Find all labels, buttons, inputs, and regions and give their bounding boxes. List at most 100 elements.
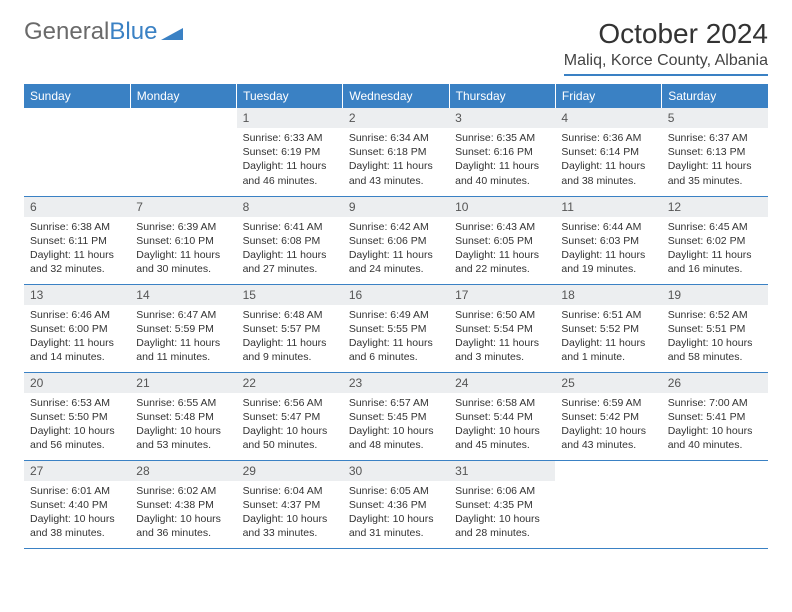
day-data: Sunrise: 6:39 AMSunset: 6:10 PMDaylight:… bbox=[130, 217, 236, 280]
day-number: 31 bbox=[449, 461, 555, 481]
day-number: 9 bbox=[343, 197, 449, 217]
weekday-header: Sunday bbox=[24, 84, 130, 108]
calendar-day-cell: 27Sunrise: 6:01 AMSunset: 4:40 PMDayligh… bbox=[24, 460, 130, 548]
calendar-day-cell: 31Sunrise: 6:06 AMSunset: 4:35 PMDayligh… bbox=[449, 460, 555, 548]
day-number: 26 bbox=[662, 373, 768, 393]
day-data: Sunrise: 6:43 AMSunset: 6:05 PMDaylight:… bbox=[449, 217, 555, 280]
weekday-header: Thursday bbox=[449, 84, 555, 108]
calendar-day-cell: 25Sunrise: 6:59 AMSunset: 5:42 PMDayligh… bbox=[555, 372, 661, 460]
weekday-header: Wednesday bbox=[343, 84, 449, 108]
calendar-day-cell: 17Sunrise: 6:50 AMSunset: 5:54 PMDayligh… bbox=[449, 284, 555, 372]
calendar-week-row: 13Sunrise: 6:46 AMSunset: 6:00 PMDayligh… bbox=[24, 284, 768, 372]
day-data: Sunrise: 6:33 AMSunset: 6:19 PMDaylight:… bbox=[237, 128, 343, 191]
calendar-body: ..1Sunrise: 6:33 AMSunset: 6:19 PMDaylig… bbox=[24, 108, 768, 548]
day-number: 28 bbox=[130, 461, 236, 481]
day-number: 15 bbox=[237, 285, 343, 305]
calendar-day-cell: . bbox=[24, 108, 130, 196]
day-number: 7 bbox=[130, 197, 236, 217]
day-data: Sunrise: 6:37 AMSunset: 6:13 PMDaylight:… bbox=[662, 128, 768, 191]
day-data: Sunrise: 7:00 AMSunset: 5:41 PMDaylight:… bbox=[662, 393, 768, 456]
day-number: 29 bbox=[237, 461, 343, 481]
day-data: Sunrise: 6:35 AMSunset: 6:16 PMDaylight:… bbox=[449, 128, 555, 191]
weekday-header-row: SundayMondayTuesdayWednesdayThursdayFrid… bbox=[24, 84, 768, 108]
calendar-day-cell: . bbox=[662, 460, 768, 548]
day-number: 24 bbox=[449, 373, 555, 393]
calendar-week-row: 27Sunrise: 6:01 AMSunset: 4:40 PMDayligh… bbox=[24, 460, 768, 548]
day-number: 22 bbox=[237, 373, 343, 393]
logo-text-gray: General bbox=[24, 18, 109, 46]
day-data: Sunrise: 6:48 AMSunset: 5:57 PMDaylight:… bbox=[237, 305, 343, 368]
day-number: 14 bbox=[130, 285, 236, 305]
day-number: 18 bbox=[555, 285, 661, 305]
day-number: 3 bbox=[449, 108, 555, 128]
calendar-day-cell: 15Sunrise: 6:48 AMSunset: 5:57 PMDayligh… bbox=[237, 284, 343, 372]
calendar-day-cell: 12Sunrise: 6:45 AMSunset: 6:02 PMDayligh… bbox=[662, 196, 768, 284]
day-data: Sunrise: 6:36 AMSunset: 6:14 PMDaylight:… bbox=[555, 128, 661, 191]
day-data: Sunrise: 6:52 AMSunset: 5:51 PMDaylight:… bbox=[662, 305, 768, 368]
logo: GeneralBlue bbox=[24, 18, 183, 46]
calendar-day-cell: 3Sunrise: 6:35 AMSunset: 6:16 PMDaylight… bbox=[449, 108, 555, 196]
calendar-day-cell: 28Sunrise: 6:02 AMSunset: 4:38 PMDayligh… bbox=[130, 460, 236, 548]
day-number: 8 bbox=[237, 197, 343, 217]
day-data: Sunrise: 6:47 AMSunset: 5:59 PMDaylight:… bbox=[130, 305, 236, 368]
day-number: 19 bbox=[662, 285, 768, 305]
day-number: 10 bbox=[449, 197, 555, 217]
logo-text-blue: Blue bbox=[109, 18, 157, 46]
day-data: Sunrise: 6:45 AMSunset: 6:02 PMDaylight:… bbox=[662, 217, 768, 280]
day-data: Sunrise: 6:59 AMSunset: 5:42 PMDaylight:… bbox=[555, 393, 661, 456]
calendar-day-cell: 8Sunrise: 6:41 AMSunset: 6:08 PMDaylight… bbox=[237, 196, 343, 284]
day-number: 25 bbox=[555, 373, 661, 393]
day-data: Sunrise: 6:05 AMSunset: 4:36 PMDaylight:… bbox=[343, 481, 449, 544]
day-data: Sunrise: 6:53 AMSunset: 5:50 PMDaylight:… bbox=[24, 393, 130, 456]
calendar-day-cell: . bbox=[130, 108, 236, 196]
calendar-day-cell: 29Sunrise: 6:04 AMSunset: 4:37 PMDayligh… bbox=[237, 460, 343, 548]
calendar-day-cell: 21Sunrise: 6:55 AMSunset: 5:48 PMDayligh… bbox=[130, 372, 236, 460]
day-data: Sunrise: 6:49 AMSunset: 5:55 PMDaylight:… bbox=[343, 305, 449, 368]
day-data: Sunrise: 6:51 AMSunset: 5:52 PMDaylight:… bbox=[555, 305, 661, 368]
day-data: Sunrise: 6:46 AMSunset: 6:00 PMDaylight:… bbox=[24, 305, 130, 368]
day-data: Sunrise: 6:34 AMSunset: 6:18 PMDaylight:… bbox=[343, 128, 449, 191]
calendar-day-cell: 24Sunrise: 6:58 AMSunset: 5:44 PMDayligh… bbox=[449, 372, 555, 460]
day-data: Sunrise: 6:01 AMSunset: 4:40 PMDaylight:… bbox=[24, 481, 130, 544]
day-data: Sunrise: 6:04 AMSunset: 4:37 PMDaylight:… bbox=[237, 481, 343, 544]
calendar-day-cell: . bbox=[555, 460, 661, 548]
header: GeneralBlue October 2024 Maliq, Korce Co… bbox=[0, 0, 792, 84]
day-data: Sunrise: 6:50 AMSunset: 5:54 PMDaylight:… bbox=[449, 305, 555, 368]
location-subtitle: Maliq, Korce County, Albania bbox=[564, 52, 768, 76]
day-data: Sunrise: 6:38 AMSunset: 6:11 PMDaylight:… bbox=[24, 217, 130, 280]
day-number: 17 bbox=[449, 285, 555, 305]
weekday-header: Tuesday bbox=[237, 84, 343, 108]
calendar-week-row: ..1Sunrise: 6:33 AMSunset: 6:19 PMDaylig… bbox=[24, 108, 768, 196]
day-data: Sunrise: 6:55 AMSunset: 5:48 PMDaylight:… bbox=[130, 393, 236, 456]
day-number: 13 bbox=[24, 285, 130, 305]
day-number: 16 bbox=[343, 285, 449, 305]
calendar-day-cell: 1Sunrise: 6:33 AMSunset: 6:19 PMDaylight… bbox=[237, 108, 343, 196]
weekday-header: Monday bbox=[130, 84, 236, 108]
calendar-day-cell: 14Sunrise: 6:47 AMSunset: 5:59 PMDayligh… bbox=[130, 284, 236, 372]
calendar-day-cell: 2Sunrise: 6:34 AMSunset: 6:18 PMDaylight… bbox=[343, 108, 449, 196]
calendar-week-row: 20Sunrise: 6:53 AMSunset: 5:50 PMDayligh… bbox=[24, 372, 768, 460]
day-number: 27 bbox=[24, 461, 130, 481]
day-number: 1 bbox=[237, 108, 343, 128]
calendar-day-cell: 18Sunrise: 6:51 AMSunset: 5:52 PMDayligh… bbox=[555, 284, 661, 372]
calendar-day-cell: 4Sunrise: 6:36 AMSunset: 6:14 PMDaylight… bbox=[555, 108, 661, 196]
calendar-day-cell: 10Sunrise: 6:43 AMSunset: 6:05 PMDayligh… bbox=[449, 196, 555, 284]
calendar-day-cell: 6Sunrise: 6:38 AMSunset: 6:11 PMDaylight… bbox=[24, 196, 130, 284]
calendar-day-cell: 20Sunrise: 6:53 AMSunset: 5:50 PMDayligh… bbox=[24, 372, 130, 460]
day-data: Sunrise: 6:42 AMSunset: 6:06 PMDaylight:… bbox=[343, 217, 449, 280]
calendar-day-cell: 13Sunrise: 6:46 AMSunset: 6:00 PMDayligh… bbox=[24, 284, 130, 372]
day-number: 11 bbox=[555, 197, 661, 217]
day-data: Sunrise: 6:06 AMSunset: 4:35 PMDaylight:… bbox=[449, 481, 555, 544]
day-number: 30 bbox=[343, 461, 449, 481]
day-number: 4 bbox=[555, 108, 661, 128]
day-number: 21 bbox=[130, 373, 236, 393]
day-data: Sunrise: 6:41 AMSunset: 6:08 PMDaylight:… bbox=[237, 217, 343, 280]
day-data: Sunrise: 6:02 AMSunset: 4:38 PMDaylight:… bbox=[130, 481, 236, 544]
day-number: 23 bbox=[343, 373, 449, 393]
day-data: Sunrise: 6:44 AMSunset: 6:03 PMDaylight:… bbox=[555, 217, 661, 280]
calendar-day-cell: 22Sunrise: 6:56 AMSunset: 5:47 PMDayligh… bbox=[237, 372, 343, 460]
day-data: Sunrise: 6:58 AMSunset: 5:44 PMDaylight:… bbox=[449, 393, 555, 456]
day-data: Sunrise: 6:57 AMSunset: 5:45 PMDaylight:… bbox=[343, 393, 449, 456]
calendar-day-cell: 5Sunrise: 6:37 AMSunset: 6:13 PMDaylight… bbox=[662, 108, 768, 196]
day-number: 20 bbox=[24, 373, 130, 393]
